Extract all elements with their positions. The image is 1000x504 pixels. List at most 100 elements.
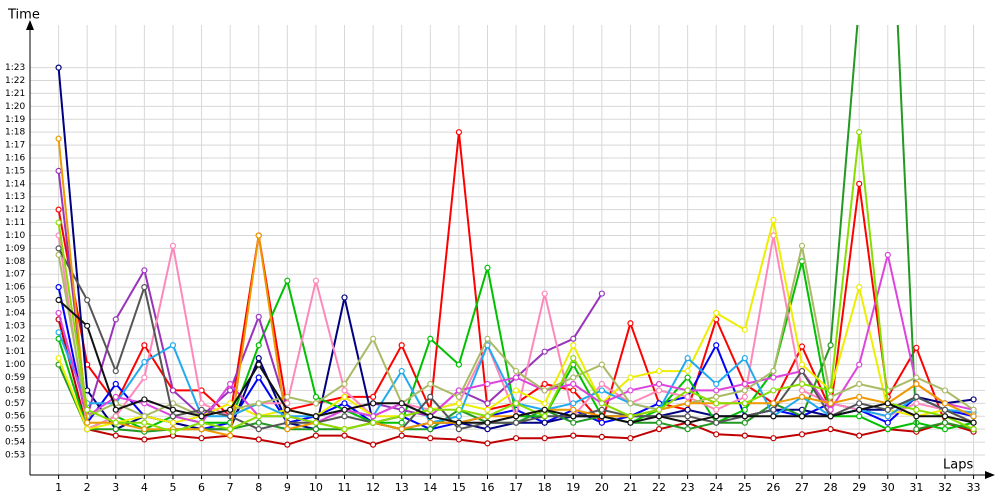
point	[484, 400, 491, 407]
point	[741, 419, 748, 426]
point	[913, 406, 920, 413]
x-tick-label: 20	[595, 481, 609, 494]
point	[741, 355, 748, 362]
point	[341, 400, 348, 407]
point	[312, 393, 320, 400]
point	[570, 432, 577, 439]
point	[312, 413, 320, 420]
point	[370, 335, 377, 342]
point	[541, 290, 548, 297]
point	[370, 413, 377, 420]
point	[798, 343, 806, 350]
x-tick-label: 3	[112, 481, 119, 494]
point	[284, 400, 291, 407]
point	[713, 387, 720, 394]
point	[941, 419, 949, 426]
x-tick-label: 25	[738, 481, 752, 494]
point	[484, 335, 491, 342]
point	[798, 393, 806, 400]
y-tick-label: 1:17	[5, 141, 25, 151]
point	[884, 426, 891, 433]
point	[284, 426, 291, 433]
point	[541, 406, 548, 413]
point	[884, 406, 891, 413]
point	[84, 322, 91, 329]
point	[255, 413, 262, 420]
point	[512, 400, 520, 407]
point	[255, 232, 262, 239]
point	[570, 413, 577, 420]
point	[884, 251, 891, 258]
point	[741, 406, 748, 413]
point	[341, 426, 348, 433]
point	[827, 400, 834, 407]
point	[913, 380, 920, 388]
point	[857, 1, 862, 6]
point	[112, 380, 119, 388]
point	[141, 267, 148, 274]
point	[684, 426, 691, 433]
point	[284, 413, 291, 420]
point	[655, 387, 663, 394]
point	[55, 309, 62, 317]
point	[713, 309, 720, 317]
point	[570, 400, 577, 407]
y-tick-label: 0:58	[5, 386, 25, 396]
x-tick-label: 23	[681, 481, 695, 494]
point	[741, 413, 748, 420]
point	[798, 413, 806, 420]
point	[398, 400, 405, 407]
point	[541, 435, 548, 442]
point	[770, 406, 777, 413]
x-tick-label: 2	[84, 481, 91, 494]
point	[598, 361, 605, 368]
point	[512, 413, 520, 420]
point	[169, 387, 177, 394]
point	[455, 419, 462, 426]
point	[827, 342, 834, 349]
point	[141, 342, 148, 349]
point	[655, 426, 663, 433]
point	[827, 426, 834, 433]
point	[684, 419, 691, 426]
point	[713, 431, 720, 438]
point	[55, 284, 62, 291]
point	[227, 426, 234, 433]
x-tick-label: 4	[141, 481, 148, 494]
point	[884, 419, 891, 426]
x-tick-label: 21	[623, 481, 637, 494]
point	[856, 432, 863, 439]
point	[512, 419, 520, 426]
point	[970, 419, 977, 426]
x-tick-label: 14	[423, 481, 437, 494]
point	[570, 374, 577, 381]
x-tick-label: 18	[538, 481, 552, 494]
point	[341, 406, 348, 413]
y-tick-label: 1:21	[5, 89, 25, 99]
y-tick-label: 1:10	[5, 231, 25, 241]
y-tick-label: 0:57	[5, 399, 25, 409]
point	[484, 413, 491, 420]
point	[255, 355, 262, 362]
point	[741, 432, 748, 439]
point	[655, 367, 663, 375]
point	[312, 277, 320, 284]
x-tick-label: 26	[766, 481, 780, 494]
point	[856, 361, 863, 368]
point	[341, 294, 348, 301]
point	[227, 400, 234, 407]
point	[55, 296, 62, 304]
point	[198, 413, 205, 420]
point	[770, 216, 777, 224]
point	[112, 406, 119, 413]
point	[484, 426, 491, 433]
x-tick-label: 12	[366, 481, 380, 494]
point	[570, 419, 577, 426]
point	[141, 419, 148, 426]
point	[741, 400, 748, 407]
point	[455, 406, 462, 413]
point	[827, 406, 834, 413]
point	[227, 432, 234, 439]
point	[141, 374, 148, 381]
y-tick-label: 1:22	[5, 76, 25, 86]
